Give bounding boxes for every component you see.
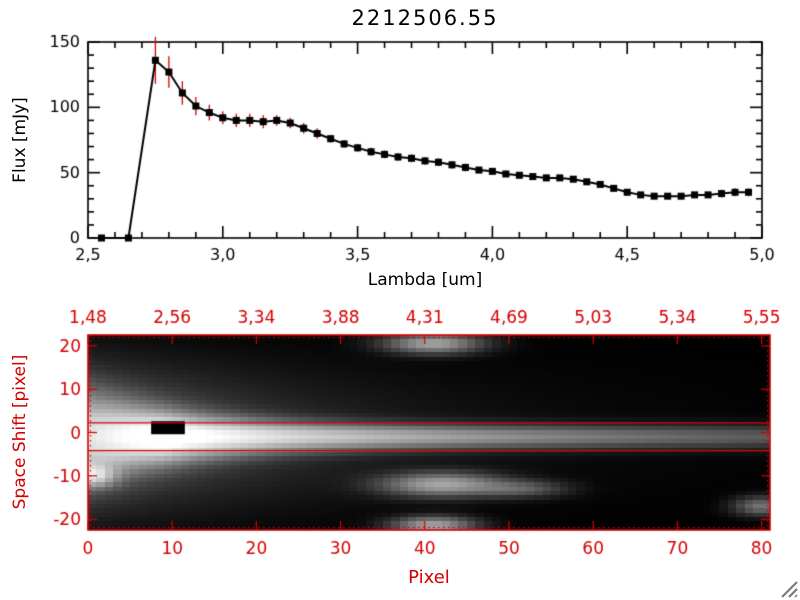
lambda-axis-label: Lambda [um] — [367, 270, 483, 290]
space-shift-axis-label: Space Shift [pixel] — [10, 354, 30, 510]
resize-grip-lines — [781, 581, 798, 598]
flux-spectrum-chart — [0, 0, 800, 300]
spectral-trace-image — [0, 300, 800, 600]
pixel-axis-label: Pixel — [408, 567, 450, 588]
flux-axis-label: Flux [mJy] — [10, 97, 30, 183]
resize-grip-icon[interactable] — [778, 578, 798, 598]
